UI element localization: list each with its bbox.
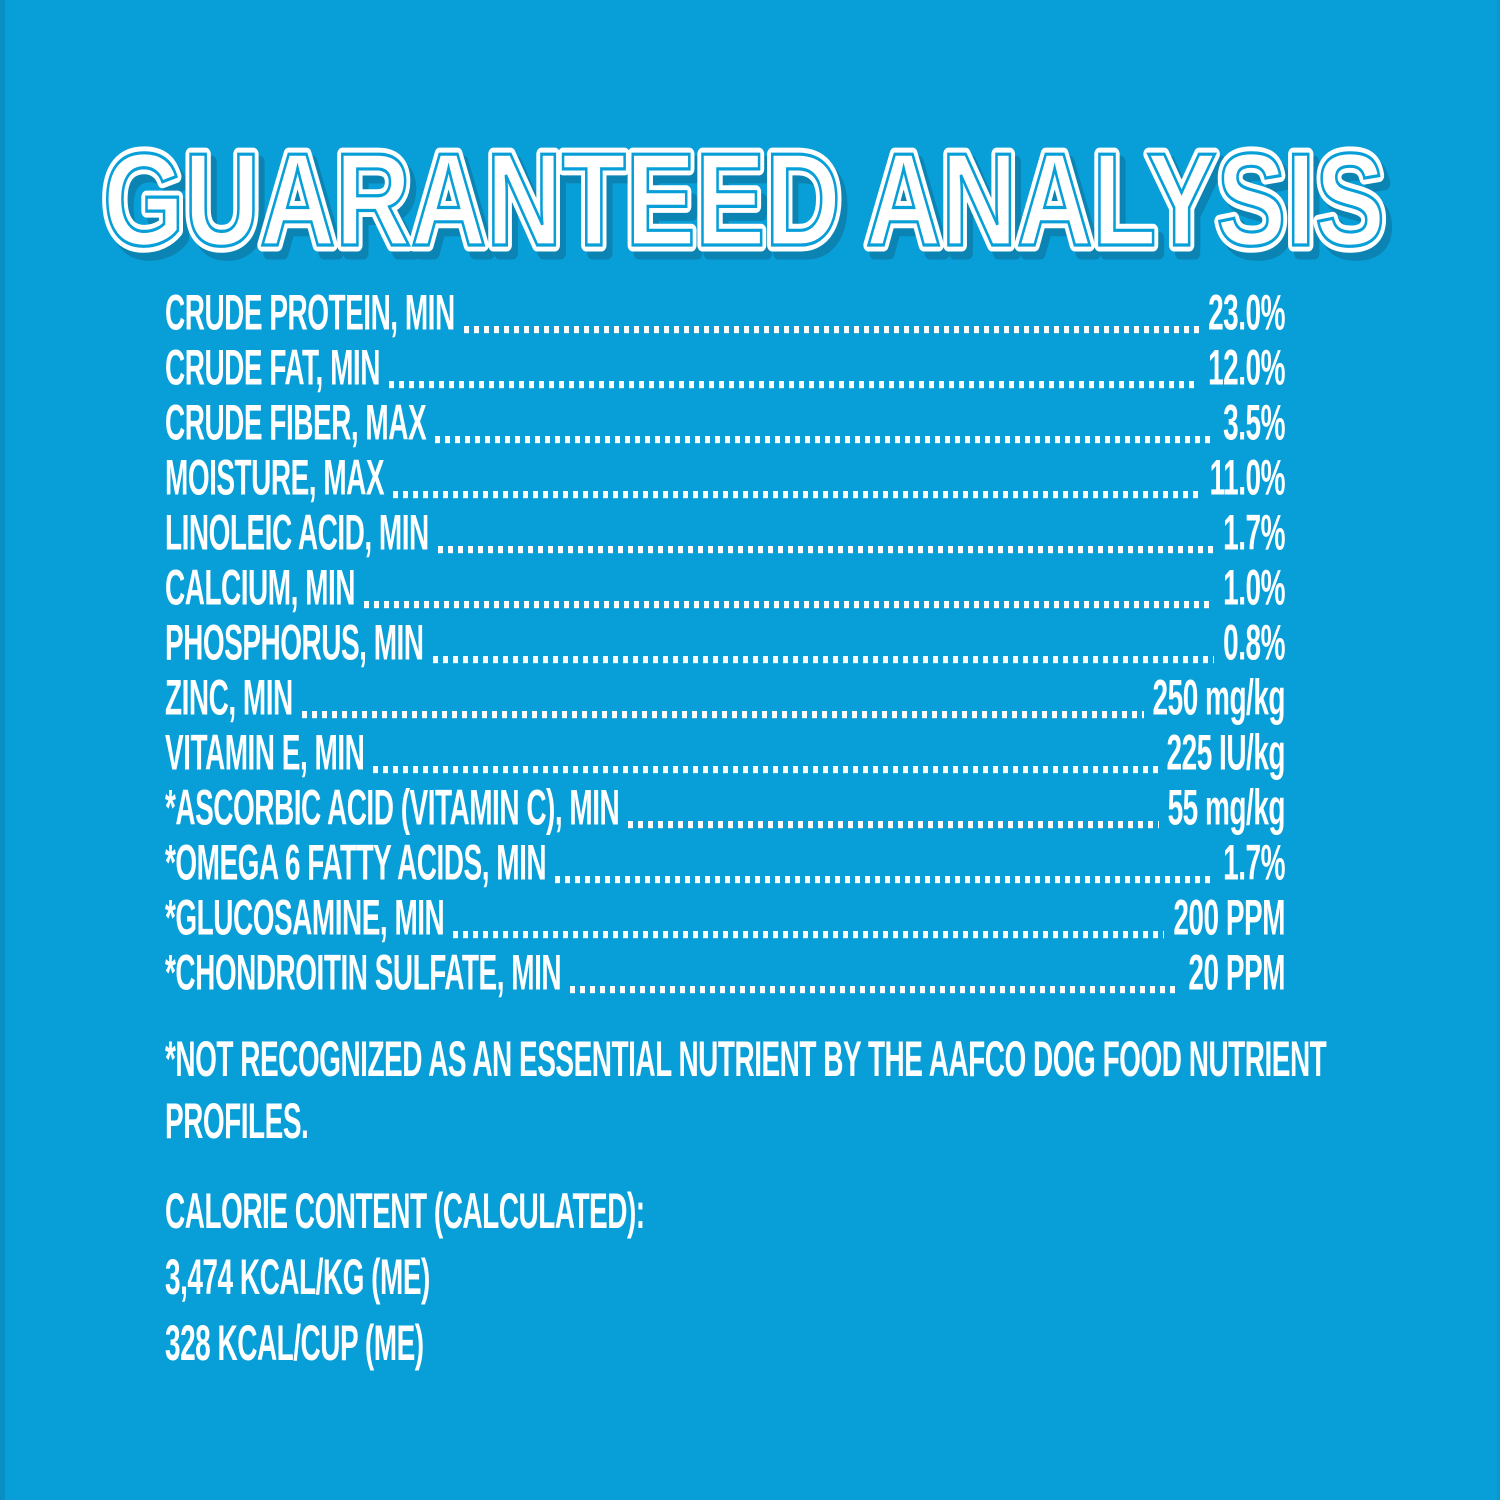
dot-leader <box>373 703 1158 802</box>
nutrient-value: 250 mg/kg <box>1152 669 1286 726</box>
nutrient-value: 55 mg/kg <box>1167 779 1286 836</box>
nutrient-label: VITAMIN E, MIN <box>165 724 365 781</box>
table-row: CRUDE FAT, MIN 12.0% <box>165 318 1285 417</box>
page-title: GUARANTEED ANALYSIS GUARANTEED ANALYSIS … <box>97 120 1398 288</box>
right-edge-shade <box>1497 0 1500 1500</box>
dot-leader <box>453 868 1165 967</box>
footnote-line: *NOT RECOGNIZED AS AN ESSENTIAL NUTRIENT… <box>165 1031 1327 1087</box>
calorie-line: CALORIE CONTENT (CALCULATED): <box>165 1183 645 1239</box>
calorie-content-block: CALORIE CONTENT (CALCULATED): 3,474 KCAL… <box>165 1179 1445 1377</box>
analysis-table: CRUDE PROTEIN, MIN 23.0% CRUDE FAT, MIN … <box>165 285 1286 1001</box>
dot-leader <box>388 318 1200 417</box>
nutrient-value: 11.0% <box>1209 449 1286 506</box>
nutrient-label: CRUDE FAT, MIN <box>165 339 380 396</box>
table-row: CRUDE FIBER, MAX 3.5% <box>165 373 1285 472</box>
table-row: CRUDE PROTEIN, MIN 23.0% <box>165 263 1285 362</box>
dot-leader <box>463 263 1200 362</box>
nutrient-value: 20 PPM <box>1188 944 1285 1001</box>
table-row: VITAMIN E, MIN 225 IU/kg <box>165 703 1286 802</box>
title-art: GUARANTEED ANALYSIS GUARANTEED ANALYSIS … <box>97 120 1398 288</box>
nutrient-label: *GLUCOSAMINE, MIN <box>165 889 445 946</box>
dot-leader <box>570 923 1180 1022</box>
nutrient-value: 200 PPM <box>1173 889 1285 946</box>
nutrient-value: 1.0% <box>1223 559 1285 616</box>
title-shadow-text: GUARANTEED ANALYSIS <box>109 134 1391 281</box>
table-row: *ASCORBIC ACID (VITAMIN C), MIN 55 mg/kg <box>165 758 1286 857</box>
dot-leader <box>301 648 1144 747</box>
nutrient-value: 0.8% <box>1223 614 1285 671</box>
nutrient-value: 225 IU/kg <box>1166 724 1286 781</box>
nutrient-label: CRUDE PROTEIN, MIN <box>165 284 455 341</box>
nutrient-label: CRUDE FIBER, MAX <box>165 394 427 451</box>
table-row: *OMEGA 6 FATTY ACIDS, MIN 1.7% <box>165 813 1285 912</box>
table-row: ZINC, MIN 250 mg/kg <box>165 648 1286 747</box>
nutrient-label: MOISTURE, MAX <box>165 449 385 506</box>
dot-leader <box>435 373 1215 472</box>
aafco-footnote: *NOT RECOGNIZED AS AN ESSENTIAL NUTRIENT… <box>165 1029 1445 1153</box>
nutrient-label: CALCIUM, MIN <box>165 559 355 616</box>
left-edge-shade <box>0 0 5 1500</box>
table-row: MOISTURE, MAX 11.0% <box>165 428 1286 527</box>
table-row: PHOSPHORUS, MIN 0.8% <box>165 593 1285 692</box>
calorie-line: 3,474 KCAL/KG (ME) <box>165 1249 430 1305</box>
dot-leader <box>363 538 1215 637</box>
nutrient-label: *ASCORBIC ACID (VITAMIN C), MIN <box>165 779 620 836</box>
nutrient-value: 1.7% <box>1223 834 1285 891</box>
nutrient-label: LINOLEIC ACID, MIN <box>165 504 429 561</box>
nutrient-label: PHOSPHORUS, MIN <box>165 614 424 671</box>
table-row: *CHONDROITIN SULFATE, MIN 20 PPM <box>165 923 1285 1022</box>
nutrient-value: 1.7% <box>1223 504 1285 561</box>
nutrient-label: *OMEGA 6 FATTY ACIDS, MIN <box>165 834 547 891</box>
calorie-line: 328 KCAL/CUP (ME) <box>165 1315 424 1371</box>
dot-leader <box>555 813 1215 912</box>
footnote-line: PROFILES. <box>165 1093 309 1149</box>
table-row: LINOLEIC ACID, MIN 1.7% <box>165 483 1285 582</box>
table-row: *GLUCOSAMINE, MIN 200 PPM <box>165 868 1285 967</box>
title-text: GUARANTEED ANALYSIS <box>103 126 1385 273</box>
nutrient-value: 3.5% <box>1223 394 1285 451</box>
dot-leader <box>628 758 1159 857</box>
nutrient-value: 12.0% <box>1208 339 1285 396</box>
dot-leader <box>432 593 1215 692</box>
dot-leader <box>393 428 1201 527</box>
title-inline-stroke: GUARANTEED ANALYSIS <box>103 126 1385 273</box>
dot-leader <box>437 483 1215 582</box>
nutrient-label: ZINC, MIN <box>165 669 293 726</box>
nutrient-value: 23.0% <box>1208 284 1285 341</box>
table-row: CALCIUM, MIN 1.0% <box>165 538 1285 637</box>
nutrient-label: *CHONDROITIN SULFATE, MIN <box>165 944 562 1001</box>
